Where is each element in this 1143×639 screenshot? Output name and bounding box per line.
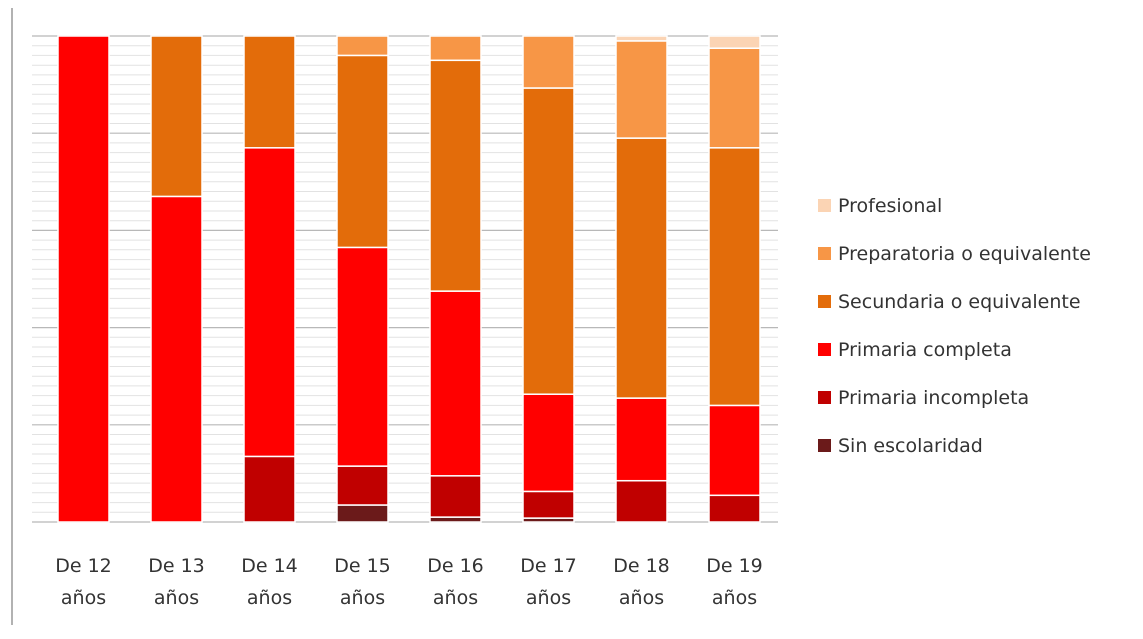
legend-label-1: Profesional [838, 195, 942, 217]
x-tick-label-8-line-2: años [712, 587, 757, 609]
legend-swatch-6 [818, 439, 831, 452]
legend-swatch-5 [818, 391, 831, 404]
legend-label-2: Preparatoria o equivalente [838, 243, 1091, 265]
bar-segment-6-series-2 [522, 490, 575, 519]
legend-swatch-2 [818, 247, 831, 260]
legend-label-6: Sin escolaridad [838, 435, 983, 457]
bar-segment-4-series-3 [336, 246, 389, 467]
bar-segment-7-series-2 [615, 479, 668, 523]
bar-segment-5-series-2 [429, 475, 482, 518]
bar-segment-2-series-3 [150, 195, 203, 523]
bar-segment-5-series-5 [429, 35, 482, 62]
bar-segment-3-series-2 [243, 455, 296, 523]
bar-segment-3-series-3 [243, 147, 296, 458]
x-tick-label-2-line-1: De 13 [148, 555, 205, 577]
bar-segment-8-series-5 [708, 47, 761, 149]
bar-segment-8-series-2 [708, 494, 761, 523]
legend-swatch-4 [818, 343, 831, 356]
bar-segment-7-series-4 [615, 137, 668, 399]
bar-segment-4-series-5 [336, 35, 389, 57]
bar-segment-8-series-3 [708, 404, 761, 497]
bars [57, 35, 761, 523]
bar-segment-2-series-4 [150, 35, 203, 198]
legend-label-5: Primaria incompleta [838, 387, 1029, 409]
bar-segment-4-series-4 [336, 54, 389, 249]
bar-segment-8-series-6 [708, 35, 761, 49]
bar-segment-6-series-3 [522, 393, 575, 493]
x-tick-label-7-line-1: De 18 [613, 555, 670, 577]
x-tick-label-2-line-2: años [154, 587, 199, 609]
x-tick-label-6-line-1: De 17 [520, 555, 577, 577]
bar-segment-1-series-3 [57, 35, 110, 523]
x-tick-label-5-line-2: años [433, 587, 478, 609]
bar-segment-7-series-5 [615, 40, 668, 139]
legend-label-3: Secundaria o equivalente [838, 291, 1081, 313]
x-tick-label-3-line-1: De 14 [241, 555, 298, 577]
bar-segment-7-series-6 [615, 35, 668, 42]
x-tick-label-6-line-2: años [526, 587, 571, 609]
x-tick-label-3-line-2: años [247, 587, 292, 609]
bar-segment-5-series-3 [429, 290, 482, 477]
x-tick-label-4-line-1: De 15 [334, 555, 391, 577]
bar-segment-4-series-2 [336, 465, 389, 506]
x-tick-label-1-line-2: años [61, 587, 106, 609]
bar-segment-7-series-3 [615, 397, 668, 482]
legend: Profesional Preparatoria o equivalente Sec… [818, 195, 1091, 457]
bar-segment-6-series-5 [522, 35, 575, 89]
bar-segment-3-series-4 [243, 35, 296, 149]
legend-label-4: Primaria completa [838, 339, 1012, 361]
x-tick-label-4-line-2: años [340, 587, 385, 609]
x-tick-label-8-line-1: De 19 [706, 555, 763, 577]
x-tick-label-7-line-2: años [619, 587, 664, 609]
bar-segment-6-series-4 [522, 87, 575, 395]
bar-segment-5-series-4 [429, 59, 482, 292]
legend-swatch-3 [818, 295, 831, 308]
x-tick-label-1-line-1: De 12 [55, 555, 112, 577]
bar-segment-8-series-4 [708, 147, 761, 407]
bar-segment-4-series-1 [336, 504, 389, 523]
x-axis-labels: De 12 años De 13 años De 14 años De 15 años De 1… [55, 555, 763, 609]
x-tick-label-5-line-1: De 16 [427, 555, 484, 577]
legend-swatch-1 [818, 199, 831, 212]
